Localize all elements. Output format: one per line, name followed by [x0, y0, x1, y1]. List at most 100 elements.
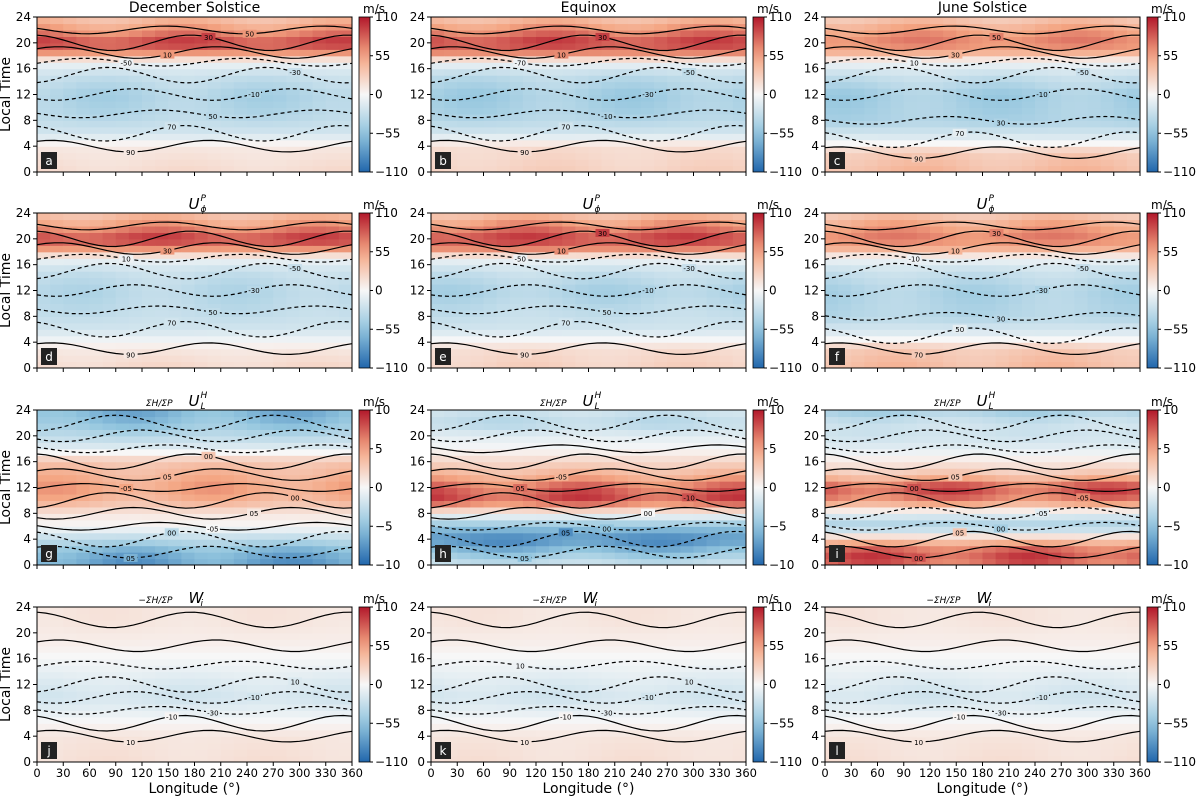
- heatmap-cell: [286, 481, 301, 489]
- heatmap-cell: [851, 284, 865, 292]
- heatmap-cell: [233, 429, 248, 437]
- contour-line: [37, 221, 352, 231]
- heatmap-cell: [1035, 264, 1049, 272]
- heatmap-cell: [457, 94, 471, 102]
- heatmap-cell: [654, 500, 668, 508]
- heatmap-cell: [930, 42, 944, 50]
- heatmap-cell: [1113, 361, 1128, 368]
- heatmap-cell: [89, 81, 104, 89]
- heatmap-cell: [601, 532, 616, 540]
- heatmap-cell: [325, 152, 340, 160]
- heatmap-cell: [273, 316, 287, 324]
- heatmap-cell: [220, 100, 235, 109]
- heatmap-cell: [37, 487, 51, 495]
- panel-letter-badge: [829, 152, 845, 169]
- heatmap-cell: [1035, 232, 1049, 240]
- heatmap-cell: [536, 355, 550, 363]
- heatmap-cell: [1061, 146, 1075, 154]
- heatmap-cell: [903, 29, 918, 37]
- heatmap-cell: [601, 335, 616, 343]
- heatmap-cell: [1126, 139, 1140, 147]
- heatmap-cell: [522, 429, 537, 437]
- heatmap-cell: [969, 17, 984, 25]
- heatmap-cell: [1113, 335, 1128, 343]
- heatmap-cell: [483, 36, 498, 44]
- heatmap-cell: [299, 361, 314, 368]
- heatmap-cell: [286, 552, 301, 560]
- heatmap-cell: [732, 245, 746, 253]
- heatmap-cell: [995, 23, 1010, 31]
- heatmap-cell: [470, 513, 485, 521]
- colorbar-tick-label: 0: [769, 284, 777, 298]
- heatmap-cell: [496, 107, 511, 115]
- heatmap-cell: [1126, 348, 1140, 356]
- heatmap-cell: [194, 62, 209, 70]
- heatmap-cell: [128, 133, 143, 141]
- heatmap-cell: [37, 133, 51, 141]
- heatmap-cell: [969, 42, 984, 50]
- heatmap-cell: [614, 120, 629, 128]
- heatmap-cell: [575, 355, 590, 363]
- heatmap-cell: [470, 455, 485, 463]
- contour-line: [825, 146, 1140, 160]
- heatmap-cell: [877, 322, 892, 330]
- heatmap-cell: [470, 107, 485, 115]
- heatmap-cell: [732, 329, 746, 337]
- heatmap-cell: [1048, 290, 1062, 298]
- heatmap-cell: [76, 506, 91, 514]
- heatmap-cell: [680, 232, 695, 240]
- heatmap-cell: [128, 539, 143, 547]
- heatmap-cell: [1126, 309, 1140, 317]
- heatmap-cell: [299, 303, 314, 311]
- heatmap-cell: [680, 100, 695, 109]
- heatmap-cell: [614, 487, 629, 495]
- heatmap-cell: [155, 113, 169, 121]
- heatmap-cell: [1100, 126, 1115, 134]
- heatmap-cell: [233, 75, 248, 83]
- heatmap-cell: [496, 17, 511, 25]
- heatmap-cell: [890, 29, 905, 37]
- panel-letter: g: [45, 547, 53, 561]
- heatmap-cell: [89, 68, 104, 76]
- heatmap-cell: [680, 342, 695, 350]
- heatmap-cell: [142, 410, 156, 418]
- heatmap-cell: [732, 213, 746, 221]
- heatmap-cell: [1061, 348, 1075, 356]
- heatmap-cell: [63, 513, 77, 521]
- heatmap-cell: [286, 500, 301, 508]
- heatmap-cell: [1074, 23, 1089, 31]
- heatmap-cell: [142, 532, 156, 540]
- heatmap-cell: [207, 416, 222, 424]
- heatmap-cell: [37, 94, 51, 102]
- heatmap-cell: [732, 159, 746, 167]
- contour-label-bg: [247, 89, 261, 98]
- heatmap-cell: [1021, 113, 1036, 121]
- heatmap-cell: [63, 133, 77, 141]
- heatmap-cell: [37, 29, 51, 37]
- heatmap-cell: [89, 303, 104, 311]
- heatmap-cell: [142, 329, 156, 337]
- heatmap-cell: [969, 81, 984, 89]
- heatmap-cell: [273, 100, 287, 109]
- heatmap-cell: [680, 316, 695, 324]
- heatmap-cell: [693, 62, 708, 70]
- heatmap-cell: [325, 238, 340, 246]
- heatmap-cell: [575, 316, 590, 324]
- heatmap-cell: [575, 100, 590, 109]
- heatmap-cell: [194, 251, 209, 259]
- heatmap-cell: [943, 335, 957, 343]
- heatmap-cell: [273, 245, 287, 253]
- heatmap-cell: [37, 290, 51, 298]
- heatmap-cell: [444, 410, 458, 418]
- heatmap-cell: [102, 316, 117, 324]
- heatmap-cell: [588, 107, 603, 115]
- heatmap-cell: [667, 213, 681, 221]
- heatmap-cell: [588, 322, 603, 330]
- heatmap-cell: [627, 500, 642, 508]
- heatmap-cell: [63, 75, 77, 83]
- heatmap-cell: [575, 139, 590, 147]
- panel-title-symbol: U: [189, 195, 200, 213]
- contour-label: 10: [951, 248, 960, 256]
- heatmap-cell: [614, 461, 629, 469]
- heatmap-cell: [575, 329, 590, 337]
